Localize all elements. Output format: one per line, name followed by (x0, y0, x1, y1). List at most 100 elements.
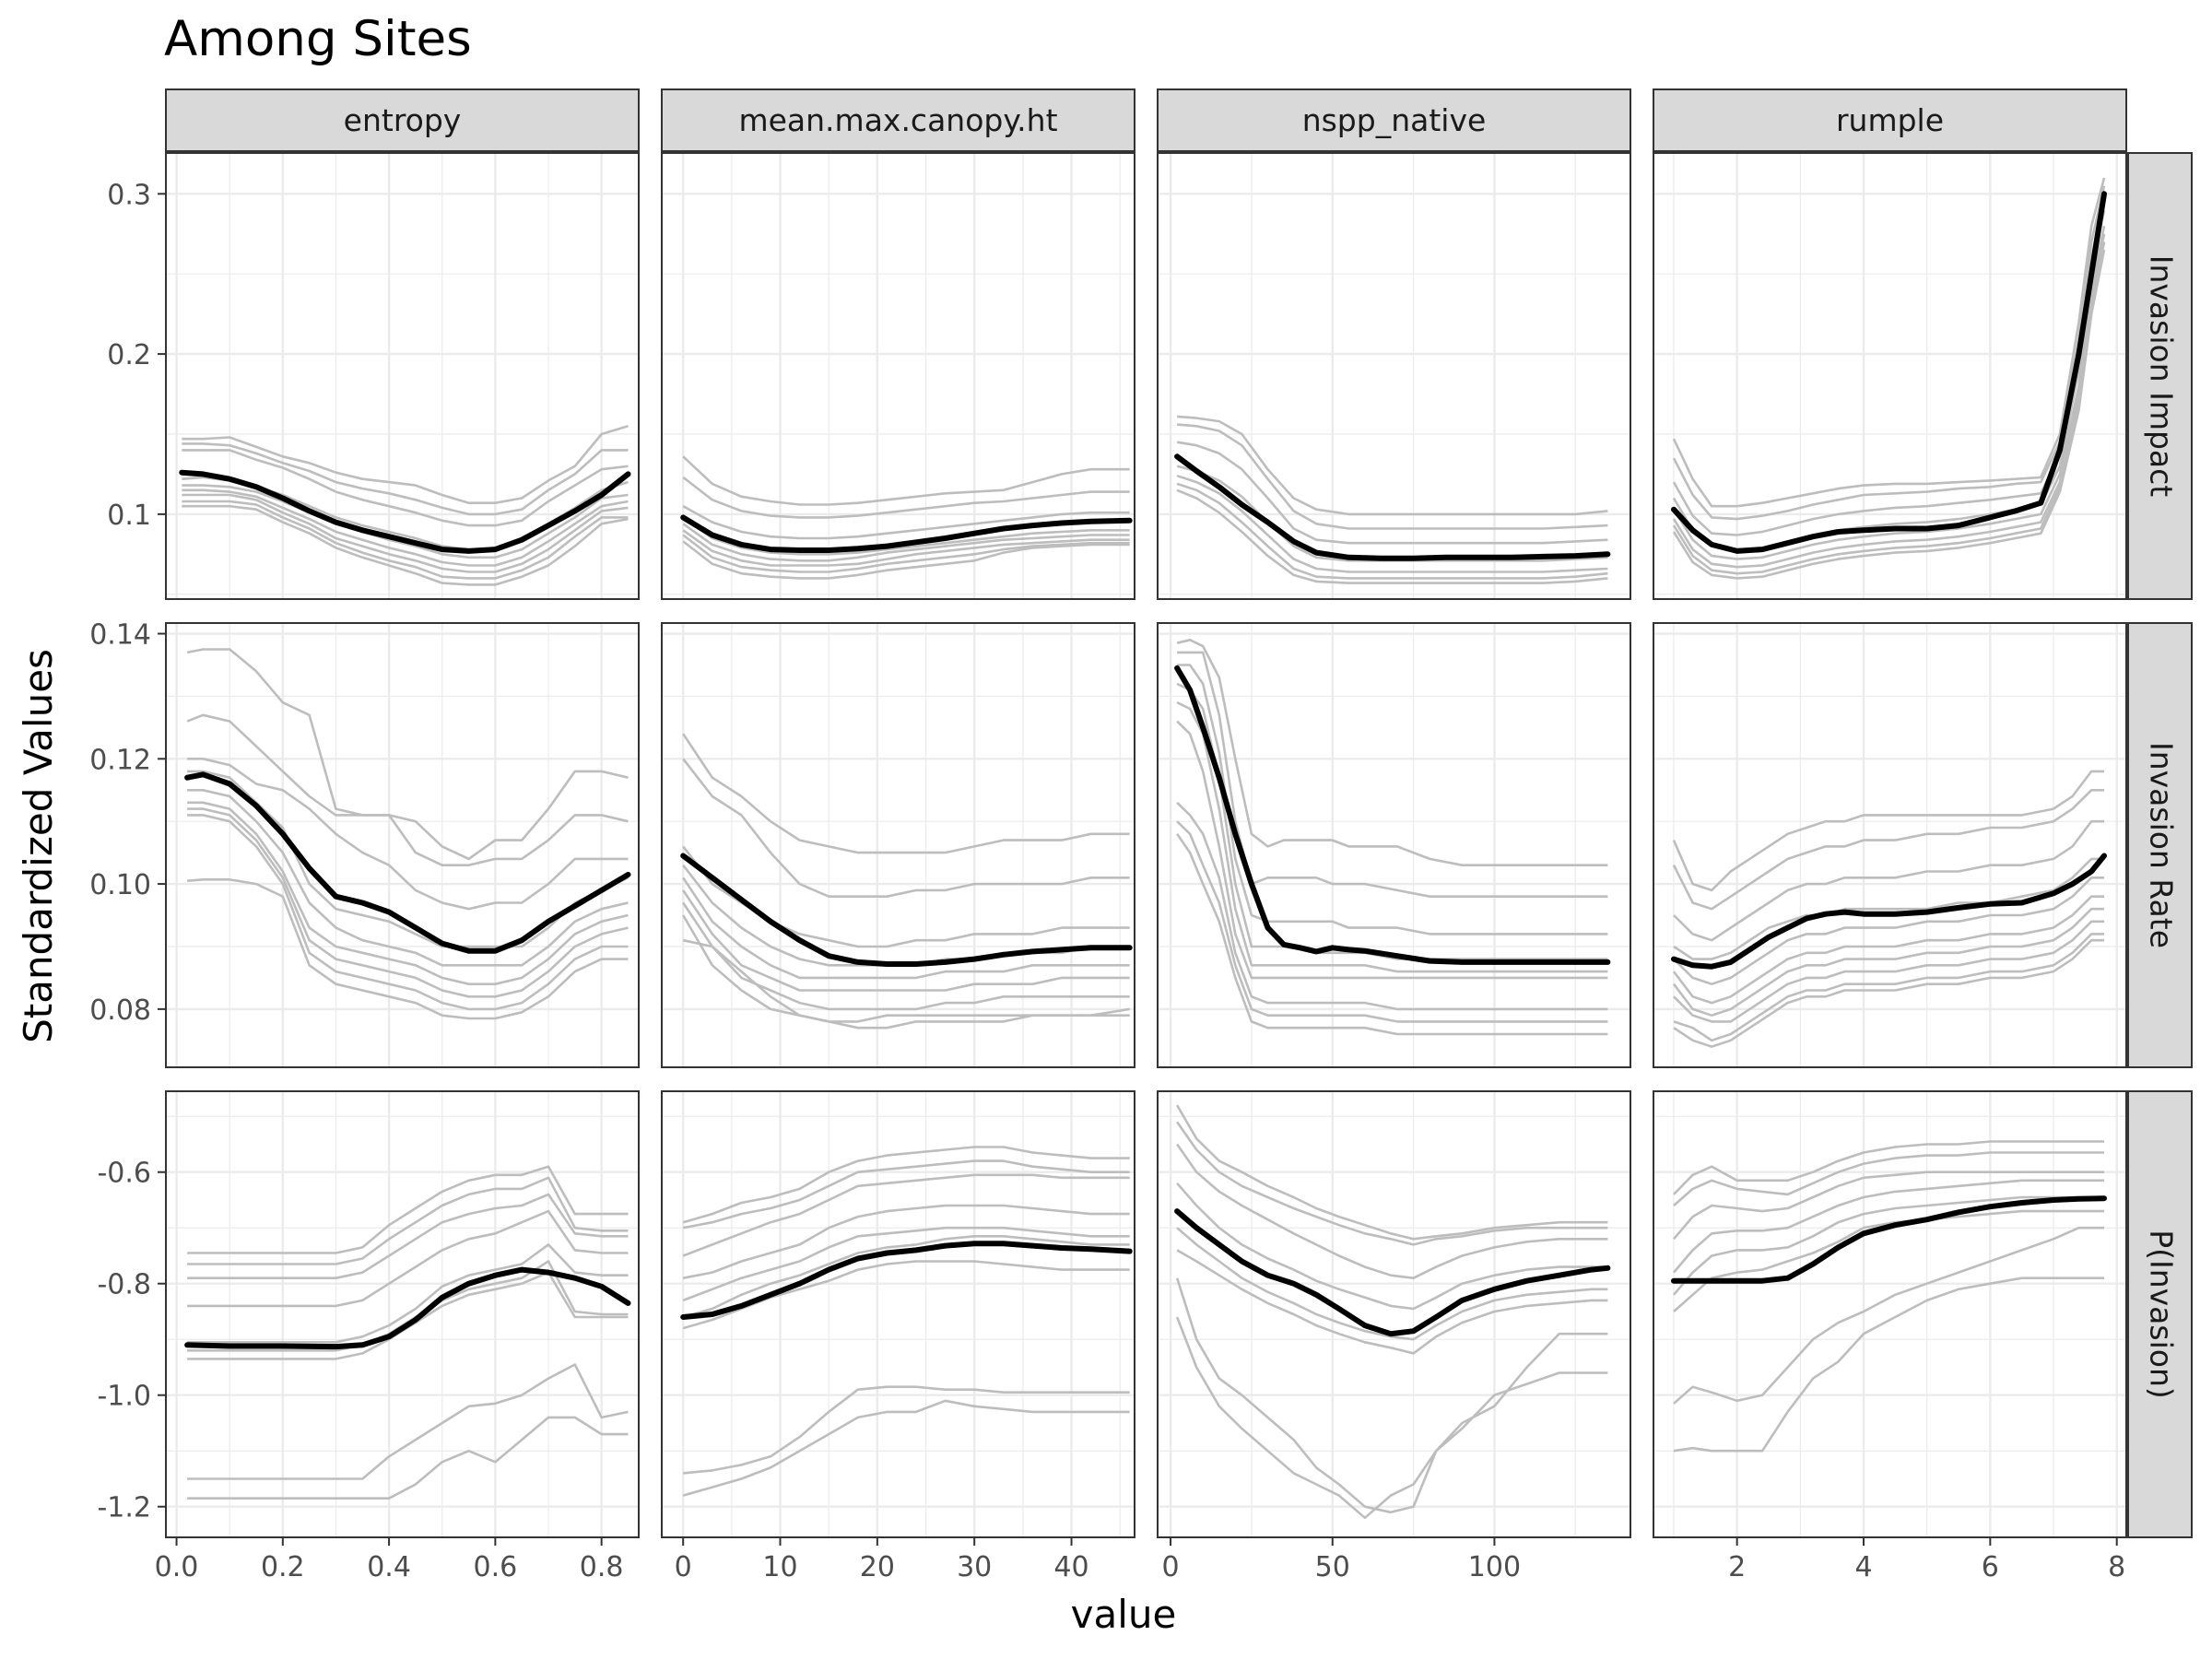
panel-background (1653, 1091, 2126, 1537)
panel-background (166, 153, 639, 599)
x-tick-label: 0 (1162, 1551, 1180, 1583)
series-line-0 (182, 425, 629, 504)
series-line-0 (682, 455, 1130, 506)
series-line-3 (1673, 1179, 2104, 1274)
panel-border (661, 1090, 1135, 1538)
panel-border (165, 1090, 640, 1538)
row-strip-invasion-impact (2127, 152, 2193, 600)
row-strip-invasion-rate (2127, 622, 2193, 1068)
panel-2-1 (661, 1090, 1135, 1546)
panel-0-2 (1157, 152, 1631, 600)
series-line-1 (1176, 423, 1608, 530)
series-line-2 (187, 758, 629, 911)
series-line-0 (682, 1146, 1130, 1224)
mean-line (1671, 1195, 2107, 1284)
series-line-8 (186, 878, 629, 1020)
series-line-8 (682, 1399, 1130, 1497)
series-line-2 (1673, 1171, 2104, 1241)
panel-0-0 (158, 152, 640, 600)
y-tick-label: 0.10 (89, 869, 151, 901)
series-line-7 (682, 540, 1130, 580)
x-tick-label: 0.2 (261, 1551, 305, 1583)
strip-label-mean.max.canopy.ht: mean.max.canopy.ht (738, 102, 1057, 138)
series-line-6 (682, 534, 1130, 573)
series-line-3 (1176, 1182, 1608, 1311)
series-line-0 (1176, 415, 1608, 516)
series-line-5 (1176, 720, 1608, 980)
series-line-0 (1673, 1140, 2104, 1195)
panel-border (1157, 152, 1631, 600)
panel-background (1653, 153, 2126, 599)
series-line-6 (1175, 1277, 1608, 1514)
panel-2-2 (1157, 1090, 1631, 1546)
series-line-7 (187, 1363, 629, 1480)
series-line-1 (1177, 651, 1608, 898)
panel-border (165, 622, 640, 1068)
series-line-1 (682, 476, 1130, 519)
series-line-0 (1672, 177, 2106, 508)
y-tick-label: 0.08 (89, 994, 151, 1027)
panel-2-3 (1653, 1090, 2127, 1546)
x-tick-label: 20 (860, 1551, 895, 1583)
mean-line (1174, 453, 1611, 561)
series-line-7 (1673, 920, 2104, 1023)
y-tick-label: 0.3 (107, 179, 151, 211)
series-line-9 (1673, 938, 2104, 1048)
panel-border (661, 622, 1135, 1068)
series-line-1 (682, 758, 1130, 898)
row-strip-label-p-invasion: P(Invasion) (2144, 1230, 2180, 1399)
series-line-7 (1672, 249, 2106, 580)
series-line-3 (682, 516, 1130, 556)
strip-label-nspp_native: nspp_native (1302, 102, 1487, 138)
panel-background (1158, 1091, 1630, 1537)
row-strip-label-invasion-rate: Invasion Rate (2144, 742, 2180, 948)
y-axis-title: Standardized Values (16, 649, 61, 1043)
mean-line (1671, 191, 2107, 554)
series-line-2 (182, 449, 629, 527)
series-line-7 (1176, 820, 1608, 1023)
series-line-6 (1672, 907, 2104, 1017)
series-line-4 (1673, 1195, 2104, 1296)
x-tick-label: 4 (1854, 1551, 1872, 1583)
series-line-4 (1176, 1227, 1608, 1341)
x-tick-label: 0.4 (367, 1551, 411, 1583)
mean-line (680, 514, 1133, 553)
mean-line (1174, 665, 1611, 965)
strip-nspp_native (1157, 88, 1631, 152)
strip-label-rumple: rumple (1836, 102, 1944, 138)
series-line-8 (182, 504, 629, 586)
series-line-2 (1176, 1143, 1608, 1279)
series-line-3 (1176, 465, 1608, 562)
series-line-8 (187, 1416, 629, 1500)
series-line-2 (1673, 819, 2104, 942)
panel-0-1 (661, 152, 1135, 600)
series-line-5 (1672, 895, 2104, 1005)
panel-border (1653, 622, 2127, 1068)
series-line-7 (1175, 1316, 1608, 1520)
series-line-6 (187, 807, 629, 998)
series-line-8 (682, 914, 1130, 1030)
series-line-4 (682, 523, 1130, 562)
series-line-1 (186, 713, 629, 866)
panel-border (1157, 622, 1631, 1068)
y-tick-label: 0.1 (107, 500, 151, 532)
x-tick-label: 0.8 (580, 1551, 624, 1583)
series-line-8 (1176, 833, 1608, 1036)
panel-1-1 (661, 622, 1135, 1068)
series-line-1 (1176, 1121, 1608, 1246)
series-line-1 (187, 1176, 629, 1265)
series-line-5 (1176, 482, 1608, 580)
series-line-7 (683, 1385, 1130, 1475)
mean-line (1671, 853, 2107, 970)
series-line-4 (1673, 877, 2104, 985)
series-line-7 (187, 814, 629, 1011)
x-tick-label: 8 (2108, 1551, 2125, 1583)
series-line-1 (182, 442, 629, 516)
panel-grid: entropy mean.max.canopy.ht nspp_native rump… (89, 88, 2193, 1583)
panel-border (1653, 1090, 2127, 1538)
series-line-1 (1672, 789, 2104, 911)
series-line-4 (1176, 474, 1608, 573)
series-line-2 (682, 1173, 1130, 1257)
series-line-5 (682, 1235, 1130, 1319)
strip-label-entropy: entropy (344, 102, 462, 138)
